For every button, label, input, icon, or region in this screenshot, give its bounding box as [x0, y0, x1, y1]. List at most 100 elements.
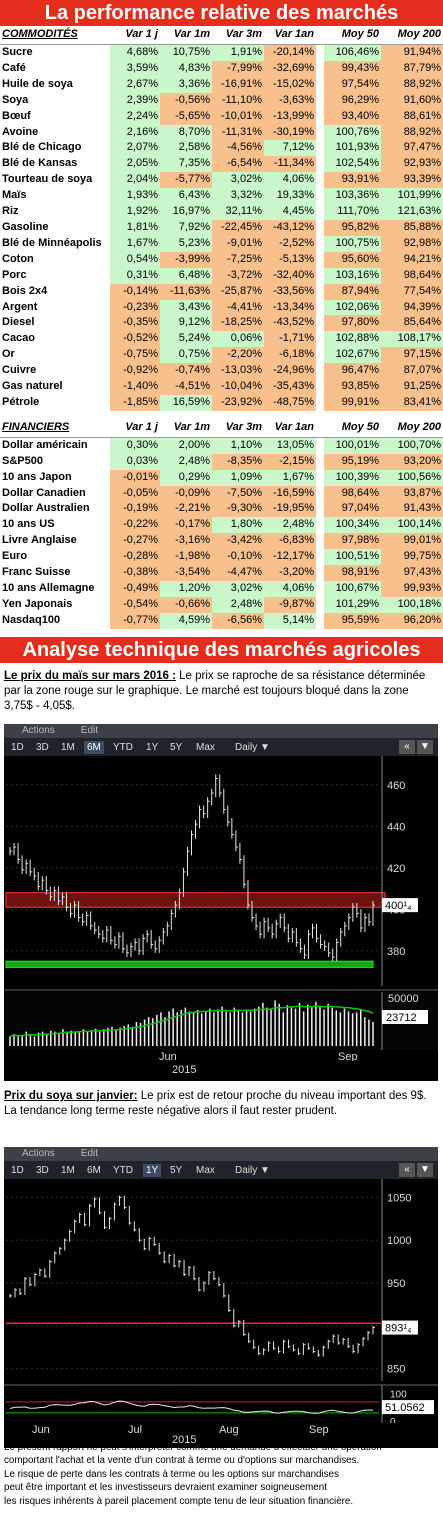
table-cell: -0,66%	[160, 596, 212, 613]
frequency-dropdown[interactable]: Daily ▼	[235, 741, 270, 753]
period-button-1m[interactable]: 1M	[61, 741, 75, 753]
edit-menu[interactable]: Edit	[80, 1147, 99, 1159]
table-cell: 0,30%	[110, 437, 160, 454]
actions-menu[interactable]: Actions	[22, 1147, 55, 1159]
period-button-ytd[interactable]: YTD	[113, 1164, 133, 1176]
table-cell: 1,80%	[212, 517, 264, 534]
period-button-1y[interactable]: 1Y	[146, 741, 159, 753]
table-cell: 2,24%	[110, 108, 160, 125]
last-price-label: 400¹₄	[385, 900, 412, 912]
column-gap	[316, 92, 324, 109]
period-button-1m[interactable]: 1M	[61, 1164, 75, 1176]
table-cell: -6,56%	[212, 612, 264, 629]
table-cell: 2,07%	[110, 140, 160, 157]
table-cell: 5,14%	[264, 612, 316, 629]
column-gap	[316, 283, 324, 300]
table-row: 10 ans Allemagne -0,49% 1,20% 3,02% 4,06% 100…	[0, 581, 443, 597]
column-gap	[316, 347, 324, 364]
column-header: Moy 200	[381, 26, 443, 45]
table-cell: 101,29%	[324, 596, 381, 613]
table-cell: 103,16%	[324, 267, 381, 284]
period-button-3d[interactable]: 3D	[36, 741, 49, 753]
period-button-1y[interactable]: 1Y	[143, 1163, 162, 1177]
table-cell: 100,75%	[324, 235, 381, 252]
actions-menu[interactable]: Actions	[22, 724, 55, 736]
y-tick-label: 440	[387, 821, 405, 833]
period-button-ytd[interactable]: YTD	[113, 741, 133, 753]
period-button-max[interactable]: Max	[196, 741, 215, 753]
period-button-3d[interactable]: 3D	[36, 1164, 49, 1176]
instrument-name: Pétrole	[2, 395, 40, 408]
table-cell: -0,19%	[110, 501, 160, 518]
table-cell: -4,41%	[212, 299, 264, 316]
instrument-name: Tourteau de soya	[2, 173, 93, 186]
table-cell: -3,72%	[212, 267, 264, 284]
table-cell: -10,01%	[212, 108, 264, 125]
table-cell: 96,20%	[381, 612, 443, 629]
frequency-dropdown[interactable]: Daily ▼	[235, 1164, 270, 1176]
table-cell: -0,05%	[110, 485, 160, 502]
collapse-icon[interactable]: «	[399, 739, 415, 754]
table-row: Maïs 1,93% 6,43% 3,32% 19,33% 103,36% 101,99%	[0, 188, 443, 205]
instrument-name: S&P500	[2, 454, 43, 467]
table-cell: -19,95%	[264, 501, 316, 518]
table-cell: -5,13%	[264, 251, 316, 268]
page-banner: La performance relative des marchés	[0, 0, 443, 26]
table-cell: 97,47%	[381, 140, 443, 157]
table-cell: 98,91%	[324, 565, 381, 581]
table-cell: -2,20%	[212, 347, 264, 364]
table-cell: -4,47%	[212, 565, 264, 581]
table-cell: 1,92%	[110, 204, 160, 220]
column-gap	[316, 315, 324, 332]
chevron-down-icon[interactable]: ▼	[417, 1162, 433, 1177]
table-cell: 2,48%	[160, 453, 212, 470]
indicator-value-box	[382, 1399, 434, 1414]
table-cell: 93,40%	[324, 108, 381, 125]
instrument-name: Huile de soya	[2, 77, 73, 90]
table-cell: -2,21%	[160, 501, 212, 518]
instrument-name: Dollar américain	[2, 438, 88, 451]
period-button-5y[interactable]: 5Y	[170, 741, 183, 753]
table-row: Coton 0,54% -3,99% -7,25% -5,13% 95,60% 94,21%	[0, 251, 443, 268]
period-button-6m[interactable]: 6M	[84, 740, 104, 754]
table-cell: -0,38%	[110, 565, 160, 581]
instrument-name: 10 ans Allemagne	[2, 582, 95, 594]
collapse-icon[interactable]: «	[399, 1162, 415, 1177]
table-cell: 13,05%	[264, 437, 316, 454]
table-cell: -5,77%	[160, 172, 212, 189]
table-cell: -0,77%	[110, 612, 160, 629]
table-cell: 93,91%	[324, 172, 381, 189]
table-cell: -16,59%	[264, 485, 316, 502]
instrument-name: Euro	[2, 550, 28, 563]
chart-controls: «▼	[398, 1161, 438, 1179]
column-header: Var 1an	[264, 26, 316, 45]
table-cell: 2,67%	[110, 76, 160, 93]
table-cell: 6,48%	[160, 267, 212, 284]
edit-menu[interactable]: Edit	[80, 724, 99, 736]
table-cell: -0,52%	[110, 331, 160, 348]
column-gap	[316, 124, 324, 141]
period-button-1d[interactable]: 1D	[11, 1164, 24, 1176]
table-cell: -3,16%	[160, 533, 212, 550]
period-button-1d[interactable]: 1D	[11, 741, 24, 753]
table-cell: -22,45%	[212, 219, 264, 236]
table-row: 10 ans US -0,22% -0,17% 1,80% 2,48% 100,34% 10…	[0, 517, 443, 534]
chevron-down-icon[interactable]: ▼	[417, 739, 433, 754]
table-cell: 97,43%	[381, 565, 443, 581]
period-button-5y[interactable]: 5Y	[170, 1164, 183, 1176]
table-cell: 102,67%	[324, 347, 381, 364]
instrument-name: Bœuf	[2, 109, 31, 122]
table-cell: -2,52%	[264, 235, 316, 252]
table-cell: 102,88%	[324, 331, 381, 348]
period-button-6m[interactable]: 6M	[87, 1164, 101, 1176]
instrument-name: Dollar Canadien	[2, 486, 86, 499]
table-cell: -0,22%	[110, 517, 160, 534]
table-cell: 6,43%	[160, 188, 212, 205]
table-cell: 94,21%	[381, 251, 443, 268]
y-tick-label: 420	[387, 862, 405, 874]
table-cell: 96,47%	[324, 363, 381, 380]
table-row: Euro -0,28% -1,98% -0,10% -12,17% 100,51% 99,7…	[0, 549, 443, 566]
column-gap	[316, 533, 324, 550]
table-cell: 106,46%	[324, 44, 381, 61]
period-button-max[interactable]: Max	[196, 1164, 215, 1176]
